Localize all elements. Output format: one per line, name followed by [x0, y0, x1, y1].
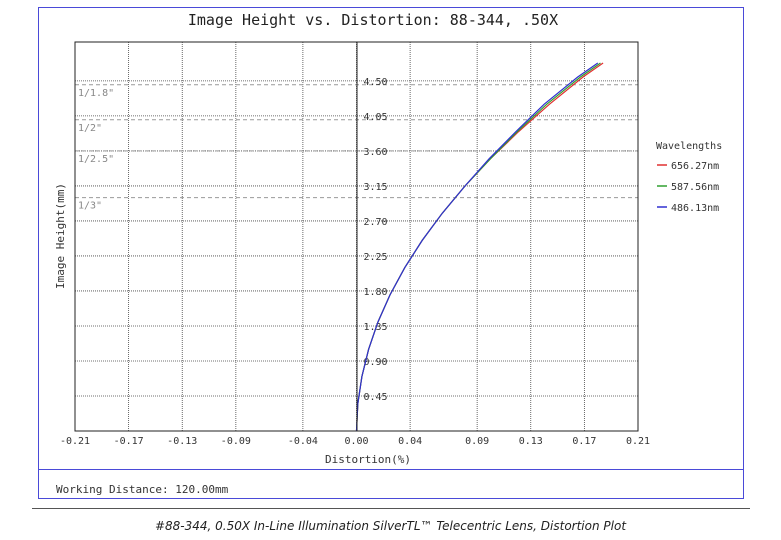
- caption-divider: [32, 508, 750, 509]
- x-tick-label: -0.04: [288, 436, 318, 447]
- sensor-marker-label: 1/1.8": [78, 88, 114, 99]
- legend-title: Wavelengths: [656, 141, 722, 152]
- x-tick-label: -0.13: [167, 436, 197, 447]
- working-distance-label: Working Distance: 120.00mm: [56, 483, 229, 496]
- chart-frame: [38, 7, 744, 499]
- x-tick-label: -0.21: [60, 436, 90, 447]
- series-line-656.27nm: [355, 62, 604, 432]
- x-tick-label: -0.17: [114, 436, 144, 447]
- x-tick-label: 0.21: [626, 436, 650, 447]
- sensor-marker-label: 1/2.5": [78, 154, 114, 165]
- y-tick-label: 1.80: [364, 287, 388, 298]
- legend-label: 587.56nm: [671, 182, 719, 193]
- series-line-587.56nm: [355, 62, 601, 432]
- y-tick-label: 3.15: [364, 182, 388, 193]
- x-tick-label: -0.09: [221, 436, 251, 447]
- footer-divider: [38, 469, 744, 470]
- y-tick-label: 3.60: [364, 147, 388, 158]
- chart-title: Image Height vs. Distortion: 88-344, .50…: [188, 11, 558, 29]
- x-tick-label: 0.00: [344, 436, 368, 447]
- y-axis-label: Image Height(mm): [54, 183, 67, 289]
- y-tick-label: 2.25: [364, 252, 388, 263]
- legend-label: 486.13nm: [671, 203, 719, 214]
- y-tick-label: 4.50: [364, 77, 388, 88]
- x-tick-label: 0.17: [572, 436, 596, 447]
- series-line-486.13nm: [355, 62, 599, 432]
- y-tick-label: 0.45: [364, 392, 388, 403]
- y-tick-label: 0.90: [364, 357, 388, 368]
- figure-caption: #88-344, 0.50X In-Line Illumination Silv…: [154, 519, 627, 533]
- series-lines: [355, 62, 604, 432]
- legend: 656.27nm 587.56nm 486.13nm: [657, 161, 719, 214]
- sensor-marker-label: 1/3": [78, 201, 102, 212]
- legend-label: 656.27nm: [671, 161, 719, 172]
- y-tick-label: 2.70: [364, 217, 388, 228]
- x-tick-label: 0.09: [465, 436, 489, 447]
- x-tick-label: 0.13: [519, 436, 543, 447]
- x-axis-label: Distortion(%): [325, 453, 411, 466]
- x-tick-labels: -0.21 -0.17 -0.13 -0.09 -0.04 0.00 0.04 0.09 0.1…: [60, 436, 650, 447]
- sensor-marker-label: 1/2": [78, 123, 102, 134]
- x-tick-label: 0.04: [398, 436, 422, 447]
- y-tick-label: 4.05: [364, 112, 388, 123]
